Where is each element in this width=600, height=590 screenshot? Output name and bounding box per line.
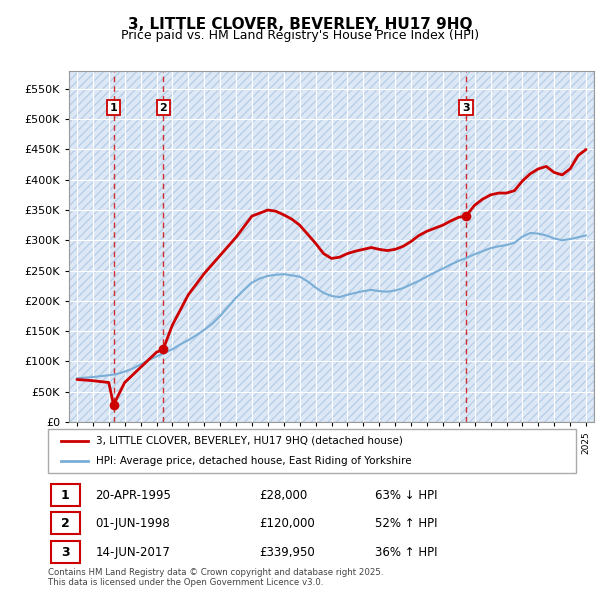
Text: Price paid vs. HM Land Registry's House Price Index (HPI): Price paid vs. HM Land Registry's House … (121, 30, 479, 42)
Bar (50, 484, 80, 506)
Text: 52% ↑ HPI: 52% ↑ HPI (376, 517, 438, 530)
Text: 3, LITTLE CLOVER, BEVERLEY, HU17 9HQ: 3, LITTLE CLOVER, BEVERLEY, HU17 9HQ (128, 17, 472, 31)
Text: Contains HM Land Registry data © Crown copyright and database right 2025.
This d: Contains HM Land Registry data © Crown c… (48, 568, 383, 587)
Text: £339,950: £339,950 (259, 546, 315, 559)
Text: 63% ↓ HPI: 63% ↓ HPI (376, 489, 438, 502)
Text: 1: 1 (61, 489, 70, 502)
Text: 14-JUN-2017: 14-JUN-2017 (95, 546, 170, 559)
Text: 1: 1 (110, 103, 118, 113)
Text: 01-JUN-1998: 01-JUN-1998 (95, 517, 170, 530)
Text: 2: 2 (160, 103, 167, 113)
Bar (50, 512, 80, 535)
Text: 3: 3 (61, 546, 70, 559)
Text: 36% ↑ HPI: 36% ↑ HPI (376, 546, 438, 559)
Text: 20-APR-1995: 20-APR-1995 (95, 489, 172, 502)
Bar (50, 541, 80, 563)
Text: £28,000: £28,000 (259, 489, 307, 502)
Text: £120,000: £120,000 (259, 517, 315, 530)
Text: 3, LITTLE CLOVER, BEVERLEY, HU17 9HQ (detached house): 3, LITTLE CLOVER, BEVERLEY, HU17 9HQ (de… (95, 436, 403, 446)
Text: 3: 3 (462, 103, 470, 113)
Text: 2: 2 (61, 517, 70, 530)
Text: HPI: Average price, detached house, East Riding of Yorkshire: HPI: Average price, detached house, East… (95, 456, 411, 466)
